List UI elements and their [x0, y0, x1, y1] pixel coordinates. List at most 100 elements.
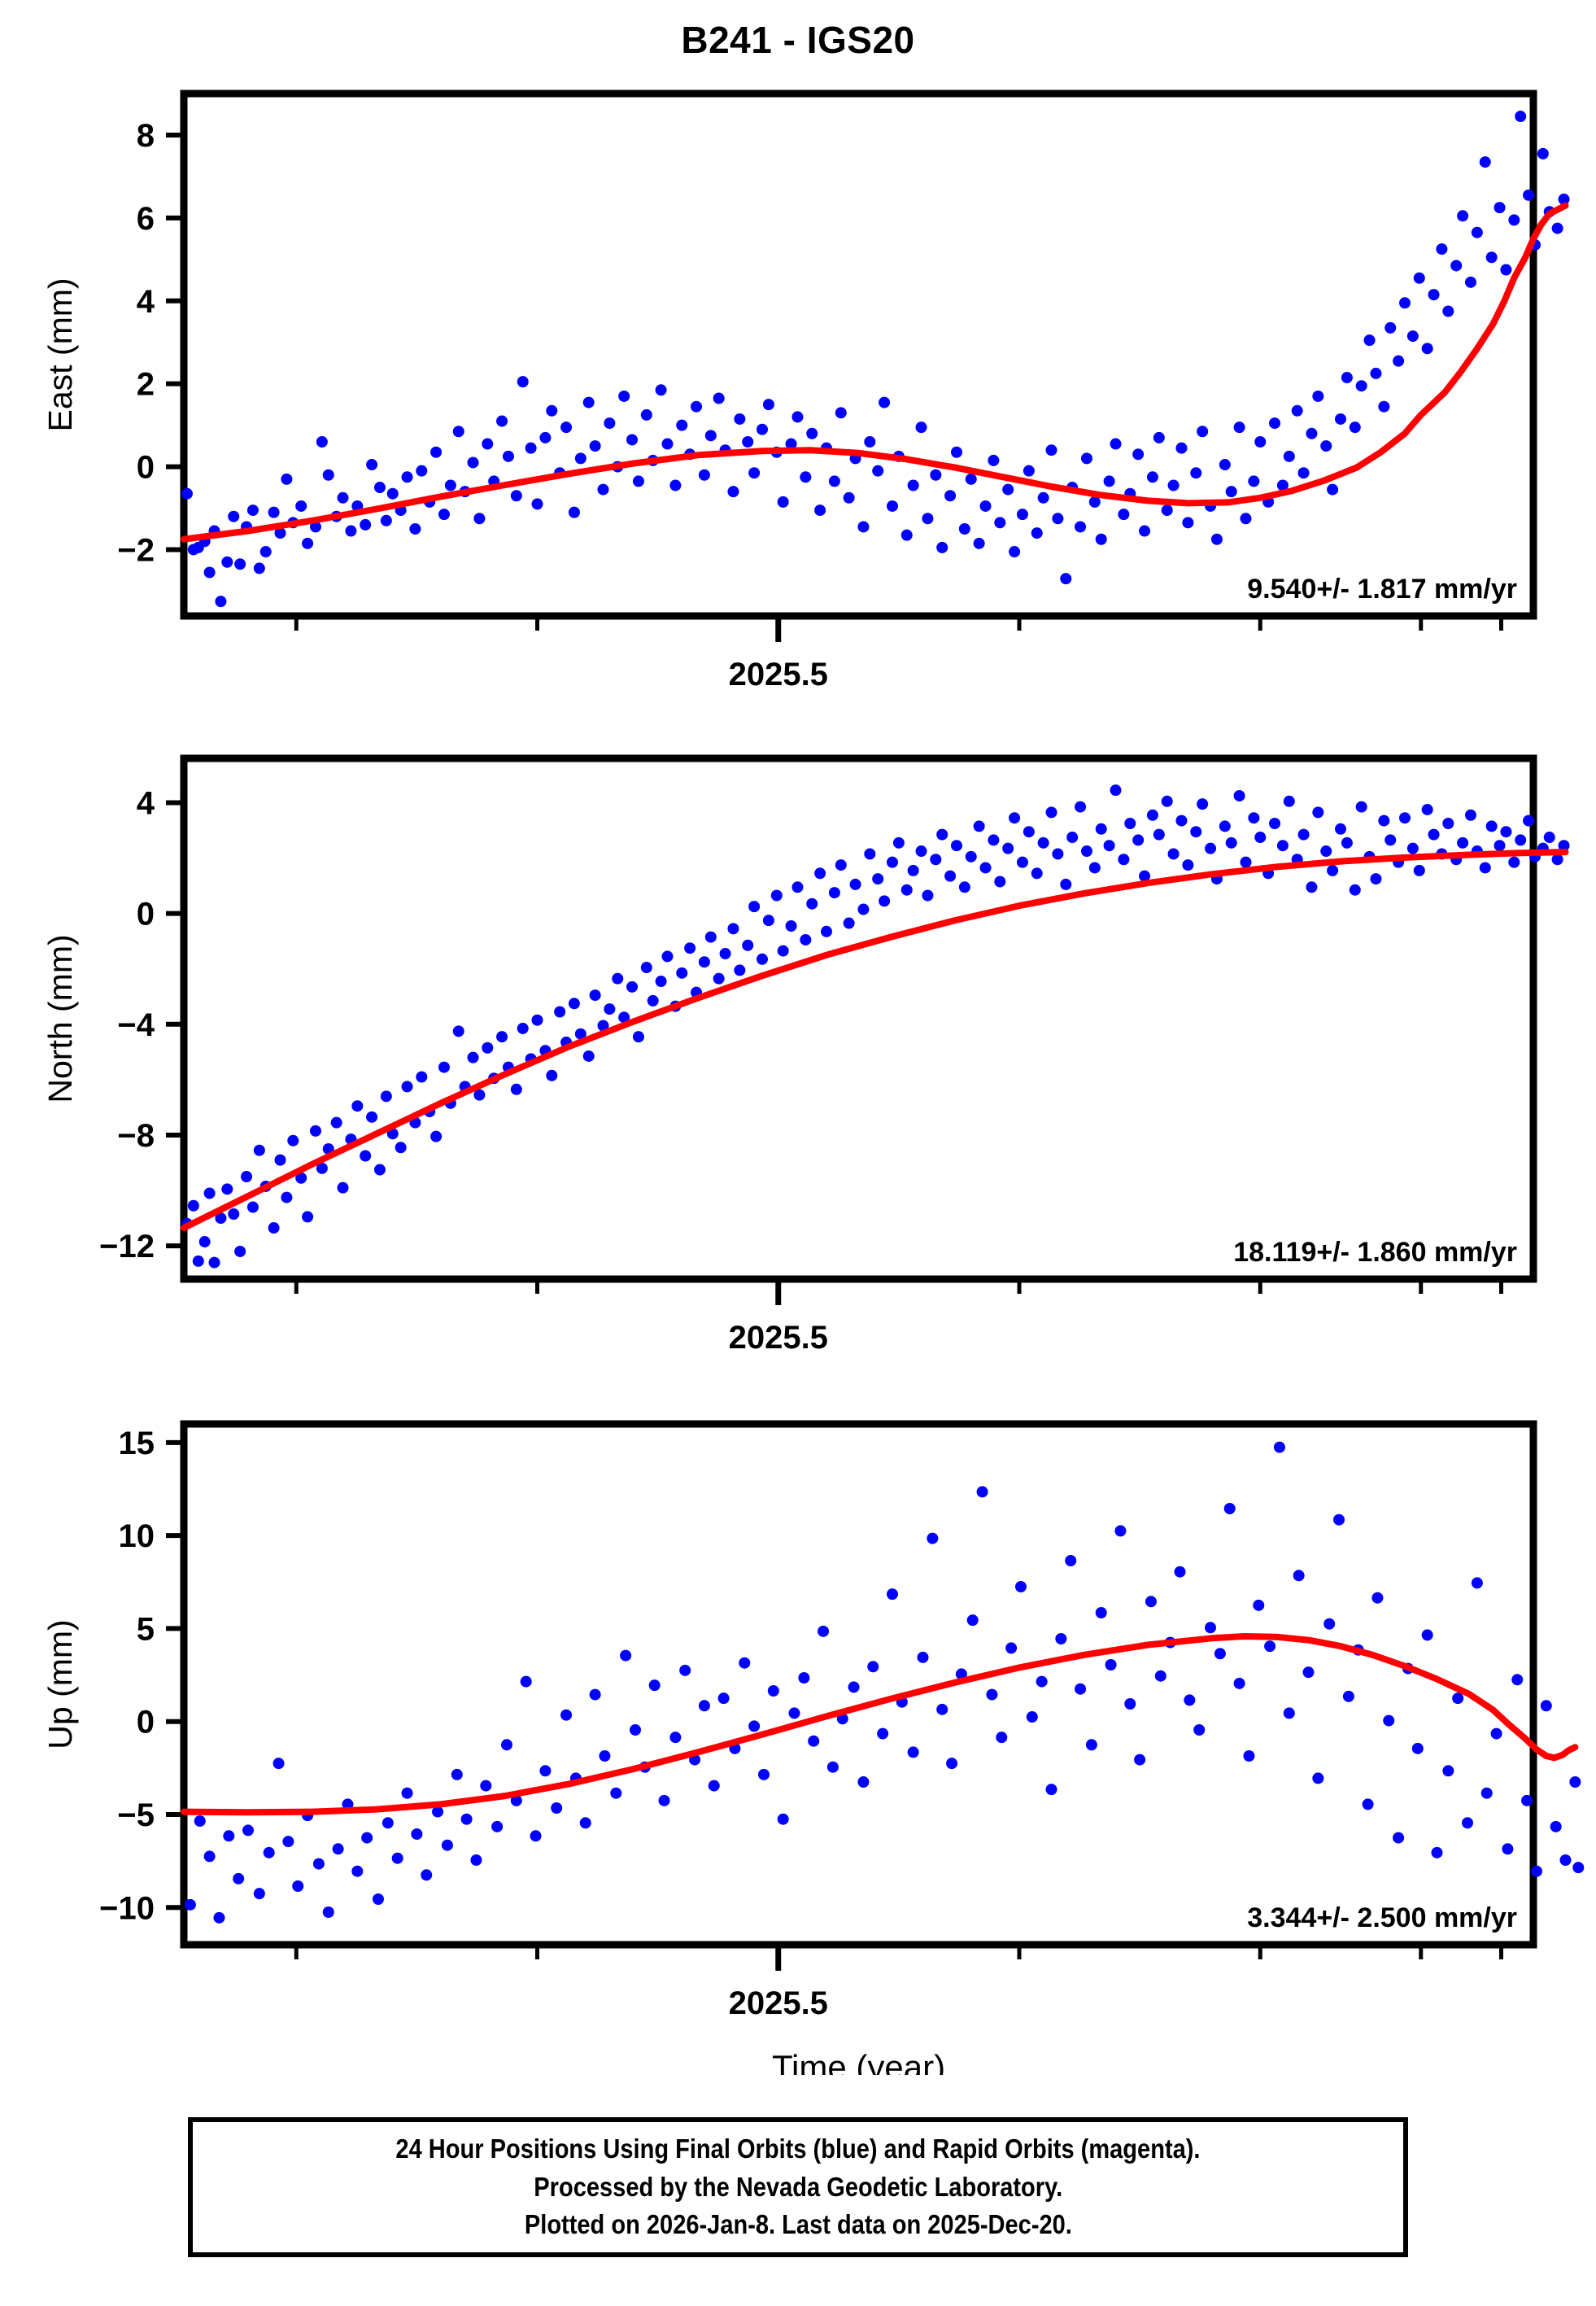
data-point	[848, 1681, 860, 1693]
data-point	[263, 1846, 275, 1858]
data-point	[1371, 1592, 1384, 1604]
data-point	[1210, 533, 1223, 545]
data-point	[1075, 1683, 1087, 1695]
data-point	[684, 942, 696, 954]
data-point	[1320, 845, 1332, 858]
data-point	[589, 440, 601, 452]
data-point	[1174, 1566, 1186, 1578]
data-point	[1349, 884, 1361, 896]
data-point	[1175, 442, 1188, 454]
data-point	[473, 513, 486, 525]
data-point	[1383, 1714, 1395, 1727]
y-tick-label: −4	[117, 1007, 155, 1043]
data-point	[808, 1735, 820, 1747]
data-point	[1462, 1817, 1474, 1829]
data-point	[879, 895, 891, 907]
data-point	[1559, 1854, 1572, 1866]
data-point	[221, 1183, 233, 1195]
data-point	[930, 854, 942, 866]
data-point	[1016, 856, 1028, 868]
data-point	[1464, 276, 1476, 288]
data-point	[1515, 111, 1527, 123]
data-point	[554, 1006, 566, 1018]
data-point	[525, 442, 537, 454]
data-point	[1327, 864, 1339, 876]
data-point	[1088, 862, 1101, 874]
data-point	[610, 1787, 622, 1799]
data-point	[302, 537, 314, 549]
data-point	[612, 972, 624, 985]
data-point	[281, 473, 293, 485]
data-point	[1105, 1659, 1117, 1671]
data-point	[510, 490, 522, 502]
data-point	[857, 521, 870, 533]
data-point	[907, 864, 919, 876]
data-point	[599, 1750, 611, 1762]
data-point	[698, 956, 710, 968]
trend-line	[181, 1633, 1579, 1816]
data-point	[1219, 820, 1231, 832]
data-point	[1233, 1677, 1245, 1689]
data-point	[1551, 854, 1563, 866]
data-point	[986, 1688, 998, 1701]
data-point	[757, 1768, 770, 1780]
data-point	[1485, 820, 1498, 832]
y-tick-label: 4	[137, 785, 155, 821]
data-point	[467, 1051, 479, 1063]
data-point	[877, 1727, 889, 1740]
data-point	[1480, 1787, 1493, 1799]
data-point	[432, 1806, 444, 1818]
data-point	[1146, 471, 1158, 483]
data-point	[203, 566, 216, 579]
data-point	[1253, 1599, 1265, 1611]
data-point	[1523, 189, 1535, 201]
data-point	[1378, 400, 1390, 413]
y-axis-title: North (mm)	[41, 934, 79, 1103]
data-point	[1103, 840, 1115, 852]
data-point	[1302, 1666, 1315, 1679]
data-point	[1355, 801, 1367, 813]
data-point	[1014, 1581, 1027, 1592]
data-point	[380, 514, 392, 526]
data-point	[366, 1111, 378, 1123]
data-point	[1248, 475, 1260, 487]
data-point	[719, 948, 731, 959]
data-point	[979, 500, 992, 512]
data-point	[1031, 527, 1043, 539]
data-point	[604, 417, 616, 430]
trend-line	[181, 849, 1569, 1231]
data-point	[1153, 431, 1165, 443]
data-point	[401, 471, 413, 483]
data-point	[785, 438, 797, 450]
data-point	[1431, 1846, 1443, 1858]
data-point	[1254, 436, 1267, 448]
data-point	[892, 836, 905, 849]
data-point	[655, 976, 667, 988]
data-point	[1184, 1694, 1196, 1706]
data-point	[510, 1083, 522, 1095]
data-point	[1500, 826, 1512, 838]
data-point	[655, 384, 667, 396]
data-point	[857, 1776, 870, 1788]
data-point	[1080, 452, 1092, 465]
data-point	[309, 1125, 321, 1137]
data-point	[287, 1134, 299, 1146]
data-point	[1066, 832, 1079, 844]
data-point	[1031, 867, 1043, 880]
data-point	[181, 487, 193, 500]
data-point	[1406, 330, 1419, 343]
data-point	[1450, 260, 1463, 272]
data-point	[1479, 156, 1491, 168]
data-point	[322, 1906, 334, 1918]
data-point	[1225, 836, 1237, 849]
data-point	[1145, 1596, 1157, 1608]
data-point	[194, 1815, 206, 1827]
data-point	[1197, 426, 1209, 438]
data-point	[648, 1679, 661, 1692]
data-point	[1052, 513, 1064, 525]
data-point	[791, 881, 804, 893]
data-point	[1088, 496, 1101, 508]
data-point	[936, 541, 948, 553]
data-point	[1103, 475, 1115, 487]
data-point	[1037, 491, 1049, 504]
